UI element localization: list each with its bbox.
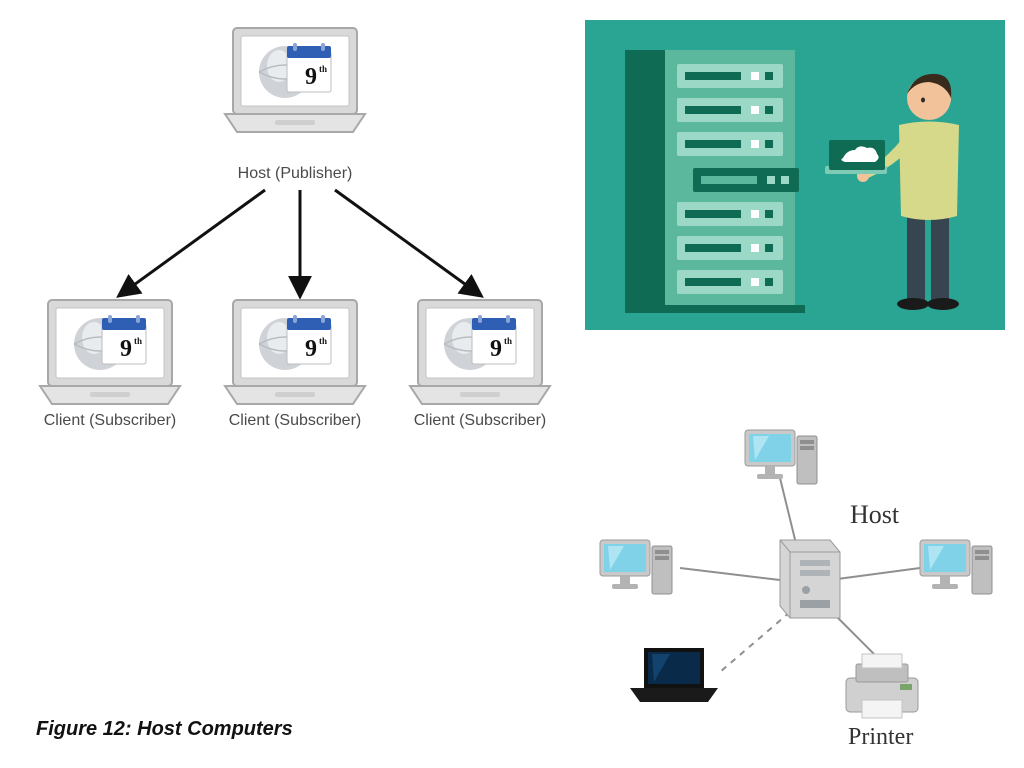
client-label: Client (Subscriber) (215, 412, 375, 430)
client-label: Client (Subscriber) (400, 412, 560, 430)
network-topology-diagram (560, 420, 1024, 750)
client-label: Client (Subscriber) (30, 412, 190, 430)
workstation-icon (600, 540, 672, 594)
server-rack-illustration (585, 20, 1005, 330)
pubsub-diagram: 9 th (0, 0, 580, 440)
host-laptop-icon (225, 28, 365, 132)
workstation-icon (920, 540, 992, 594)
printer-icon (846, 654, 918, 718)
server-drives (677, 64, 799, 294)
client-laptop-icon (40, 300, 180, 404)
laptop-icon (630, 648, 718, 702)
pubsub-arrows (120, 190, 480, 295)
workstation-icon (745, 430, 817, 484)
topology-printer-label: Printer (848, 724, 913, 751)
figure-caption: Figure 12: Host Computers (36, 718, 293, 741)
host-server-icon (780, 540, 840, 618)
client-laptop-icon (225, 300, 365, 404)
client-laptop-icon (410, 300, 550, 404)
topology-host-label: Host (850, 500, 899, 530)
host-label: Host (Publisher) (225, 165, 365, 183)
